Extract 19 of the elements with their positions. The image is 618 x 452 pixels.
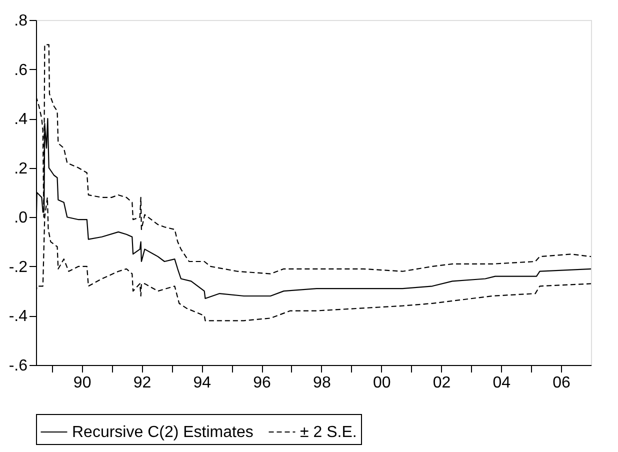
y-tick-label: .8 xyxy=(14,12,28,30)
y-tick-label: -.4 xyxy=(8,308,28,326)
x-tick-label: 96 xyxy=(253,374,272,392)
x-tick-label: 98 xyxy=(313,374,331,392)
x-tick-label: 06 xyxy=(552,374,571,392)
y-tick-label: -.2 xyxy=(8,258,28,276)
x-tick-label: 04 xyxy=(492,374,511,392)
y-tick-label: .0 xyxy=(14,210,28,227)
legend-label: ± 2 S.E. xyxy=(300,424,357,441)
y-tick-label: .4 xyxy=(14,111,28,128)
x-tick-label: 94 xyxy=(193,374,212,392)
y-tick-label: .6 xyxy=(14,62,28,79)
legend-label: Recursive C(2) Estimates xyxy=(72,424,254,441)
x-tick-label: 92 xyxy=(133,374,152,392)
x-tick-label: 90 xyxy=(73,374,92,392)
y-tick-label: .2 xyxy=(14,160,28,178)
x-tick-label: 00 xyxy=(372,374,391,392)
x-tick-label: 02 xyxy=(432,374,451,392)
y-tick-label: -.6 xyxy=(8,358,28,374)
